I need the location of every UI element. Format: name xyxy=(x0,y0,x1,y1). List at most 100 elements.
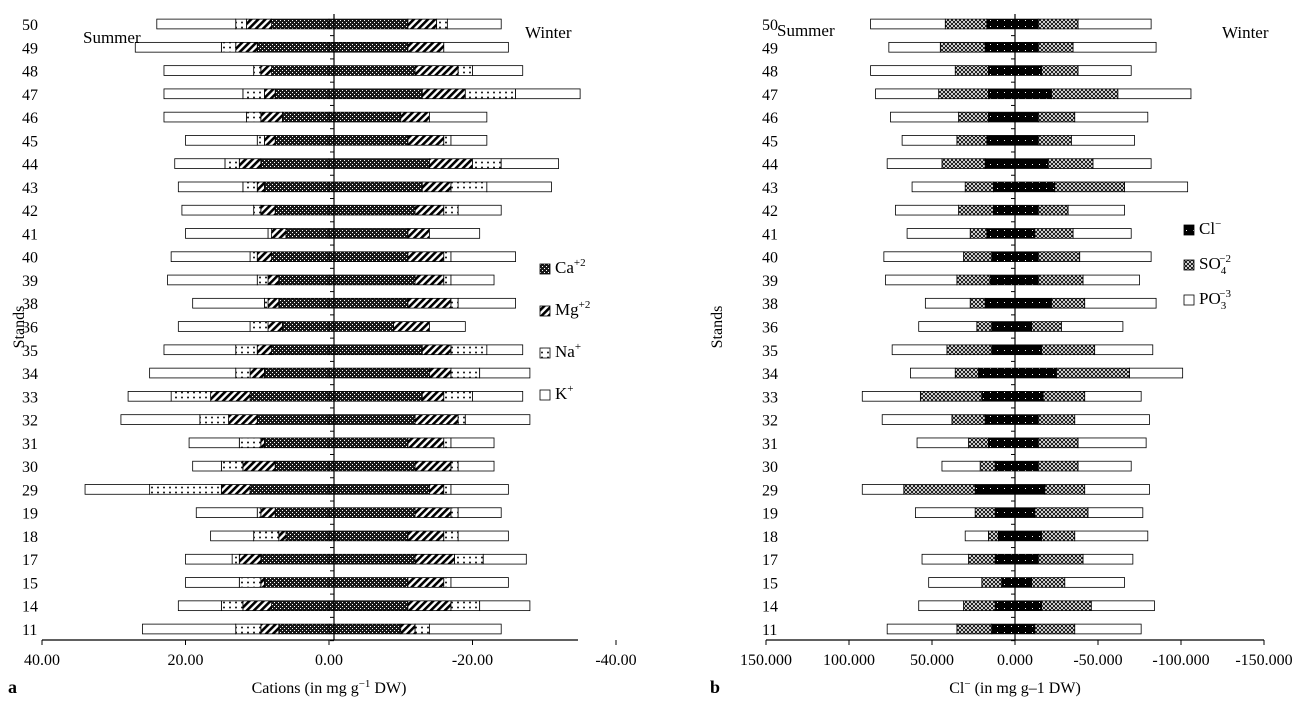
bar-winter-SO4-38 xyxy=(1051,297,1086,309)
bar-summer-K-32 xyxy=(120,414,201,425)
bar-winter-SO4-30 xyxy=(1037,460,1079,472)
bar-winter-Na-18 xyxy=(443,530,459,542)
bar-winter-Na-43 xyxy=(450,181,488,193)
bar-summer-SO4-39 xyxy=(956,274,991,286)
bar-summer-Cl-34 xyxy=(978,367,1016,379)
x-tick-label: -150.000 xyxy=(1235,652,1292,669)
bar-summer-K-50 xyxy=(156,18,237,30)
x-tick-label: -40.00 xyxy=(595,652,636,669)
stand-label-15: 15 xyxy=(762,575,778,592)
bar-summer-Mg-49 xyxy=(235,41,258,53)
bar-summer-Cl-17 xyxy=(994,553,1016,565)
legend-swatch-Cl xyxy=(1183,224,1195,236)
bar-winter-Cl-50 xyxy=(1014,18,1039,30)
bar-winter-K-48 xyxy=(472,65,524,76)
bar-winter-K-29 xyxy=(450,484,509,495)
bar-summer-Mg-45 xyxy=(264,135,276,146)
x-axis-label: Cl− (in mg g–1 DW) xyxy=(949,678,1081,697)
bar-winter-SO4-29 xyxy=(1044,484,1086,495)
bar-winter-PO3-47 xyxy=(1117,88,1192,100)
x-tick-label: -50.000 xyxy=(1073,652,1122,669)
bar-summer-Ca-32 xyxy=(256,414,330,425)
bar-summer-PO3-43 xyxy=(911,181,966,193)
bar-winter-Ca-38 xyxy=(328,297,409,309)
stand-label-46: 46 xyxy=(762,110,778,127)
bar-summer-SO4-49 xyxy=(939,41,986,53)
bar-summer-Ca-29 xyxy=(249,484,330,495)
stand-label-18: 18 xyxy=(762,529,778,546)
bar-winter-SO4-47 xyxy=(1051,88,1119,100)
bar-winter-Cl-14 xyxy=(1014,600,1042,612)
bar-summer-K-31 xyxy=(188,437,240,449)
bar-summer-PO3-33 xyxy=(861,391,921,402)
panel-label: b xyxy=(710,677,720,697)
x-tick-label: 0.00 xyxy=(315,652,343,669)
legend-label-base: K xyxy=(555,384,568,403)
stand-label-29: 29 xyxy=(22,482,38,499)
bar-winter-Mg-17 xyxy=(414,553,455,565)
bar-summer-Mg-42 xyxy=(260,204,276,216)
bar-summer-Cl-49 xyxy=(984,41,1016,53)
bar-winter-PO3-40 xyxy=(1079,251,1152,262)
stand-label-14: 14 xyxy=(22,599,38,616)
bar-summer-K-15 xyxy=(185,577,240,588)
bar-winter-Na-40 xyxy=(443,251,452,262)
bar-summer-Cl-29 xyxy=(974,484,1016,495)
stand-label-30: 30 xyxy=(22,459,38,476)
bar-summer-SO4-46 xyxy=(958,111,989,123)
stand-label-45: 45 xyxy=(762,133,778,150)
bar-winter-Cl-42 xyxy=(1014,204,1039,216)
bar-summer-SO4-47 xyxy=(938,88,989,100)
summer-label: Summer xyxy=(777,21,835,40)
bar-summer-Na-44 xyxy=(224,158,240,169)
bar-summer-Cl-14 xyxy=(994,600,1016,612)
legend-swatch-Mg xyxy=(539,305,551,317)
bar-winter-Mg-15 xyxy=(407,577,445,588)
bar-winter-Mg-19 xyxy=(414,507,452,518)
bar-winter-Mg-36 xyxy=(393,321,430,332)
stand-label-50: 50 xyxy=(762,17,778,34)
bar-summer-PO3-19 xyxy=(915,507,976,518)
bar-winter-Mg-48 xyxy=(414,65,459,76)
stand-label-29: 29 xyxy=(762,482,778,499)
bar-winter-PO3-35 xyxy=(1094,344,1154,356)
bar-winter-PO3-11 xyxy=(1074,623,1142,635)
bar-summer-SO4-17 xyxy=(968,553,996,565)
bar-summer-Ca-42 xyxy=(274,204,330,216)
bar-summer-Mg-30 xyxy=(242,460,276,472)
bar-summer-PO3-49 xyxy=(888,41,941,53)
bar-summer-Na-46 xyxy=(246,111,262,123)
bar-summer-SO4-33 xyxy=(919,391,983,402)
x-tick-label: 40.00 xyxy=(24,652,60,669)
bar-winter-Mg-33 xyxy=(421,391,445,402)
bar-winter-Cl-31 xyxy=(1014,437,1039,449)
bar-winter-Ca-36 xyxy=(328,321,394,332)
bar-summer-Ca-18 xyxy=(285,530,330,542)
bar-summer-Cl-45 xyxy=(986,135,1016,146)
x-axis-label-tail: DW) xyxy=(370,680,406,697)
bar-summer-Mg-40 xyxy=(256,251,273,262)
bar-winter-Mg-39 xyxy=(414,274,445,286)
bar-summer-Ca-44 xyxy=(260,158,330,169)
bar-summer-PO3-50 xyxy=(870,18,946,30)
bar-winter-Na-32 xyxy=(457,414,466,425)
bar-summer-SO4-50 xyxy=(944,18,988,30)
bar-winter-Mg-43 xyxy=(421,181,452,193)
bar-winter-SO4-44 xyxy=(1047,158,1094,169)
bar-summer-Na-40 xyxy=(249,251,258,262)
legend-label-base: PO xyxy=(1199,289,1221,308)
stand-label-49: 49 xyxy=(762,40,778,57)
legend-label-sup: + xyxy=(575,341,581,353)
bar-summer-Cl-19 xyxy=(994,507,1016,518)
bar-winter-SO4-34 xyxy=(1056,367,1130,379)
stand-label-44: 44 xyxy=(762,157,778,174)
bar-winter-Cl-15 xyxy=(1014,577,1033,588)
bar-summer-Ca-43 xyxy=(264,181,330,193)
stand-label-31: 31 xyxy=(762,436,778,453)
bar-summer-Cl-44 xyxy=(984,158,1016,169)
bar-winter-Na-15 xyxy=(443,577,452,588)
bar-summer-Ca-35 xyxy=(271,344,330,356)
bar-summer-Mg-11 xyxy=(260,623,280,635)
stand-label-44: 44 xyxy=(22,157,38,174)
bar-summer-PO3-38 xyxy=(924,297,971,309)
